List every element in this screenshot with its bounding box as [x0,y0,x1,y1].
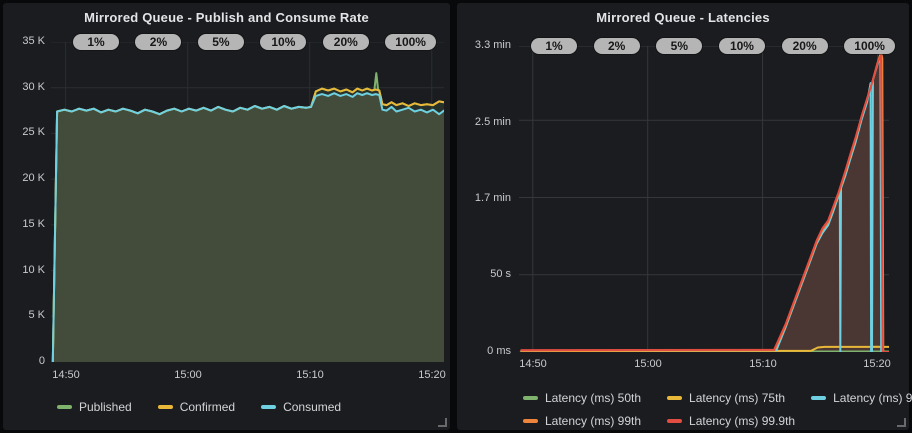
legend-label: Consumed [283,400,342,414]
annotation-badge-20pct[interactable]: 20% [781,38,828,54]
panel-latencies: Mirrored Queue - Latencies 3.3 min 2.5 m… [457,3,912,430]
y-axis-label: 5 K [28,309,45,321]
legend-label: Published [79,400,132,414]
x-axis-label: 14:50 [519,358,547,370]
annotation-badge-10pct[interactable]: 10% [260,34,307,50]
annotation-badge-2pct[interactable]: 2% [135,34,182,50]
legend-item-confirmed[interactable]: Confirmed [157,400,236,414]
consumed-series-swatch [261,405,277,409]
y-axis-label: 2.5 min [474,116,511,128]
panel-title[interactable]: Mirrored Queue - Publish and Consume Rat… [84,10,369,25]
confirmed-series-swatch [157,405,173,409]
legend-item-consumed[interactable]: Consumed [261,400,341,414]
legend-row: Latency (ms) 99th Latency (ms) 99.9th [523,414,795,428]
legend-label: Latency (ms) 50th [545,391,642,405]
annotation-badge-5pct[interactable]: 5% [656,38,703,54]
latency-99-9th-swatch [667,419,683,423]
latency-99th-swatch [523,419,538,423]
y-axis-label: 35 K [22,35,45,47]
annotation-badge-20pct[interactable]: 20% [322,34,369,50]
latency-95th-swatch [811,396,827,400]
annotation-badges: 1% 2% 5% 10% 20% 100% [73,34,436,50]
y-axis-label: 20 K [22,172,45,184]
latencies-chart[interactable] [519,46,889,352]
annotation-badge-2pct[interactable]: 2% [593,38,640,54]
x-axis-label: 15:00 [634,358,662,370]
y-axis-label: 30 K [22,81,45,93]
x-axis-label: 15:10 [296,369,324,381]
panel-publish-consume-rate: Mirrored Queue - Publish and Consume Rat… [3,3,450,430]
y-axis-label: 15 K [22,218,45,230]
y-axis-label: 0 [38,355,45,367]
y-axis-label: 1.7 min [474,192,511,204]
x-axis-label: 14:50 [52,369,80,381]
panel-resize-handle[interactable] [897,418,906,427]
legend-item-latency-99-9th[interactable]: Latency (ms) 99.9th [667,414,795,428]
legend-label: Latency (ms) 99th [545,414,642,428]
y-axis-label: 50 s [490,268,511,280]
y-axis-label: 10 K [22,264,45,276]
annotation-badge-5pct[interactable]: 5% [197,34,244,50]
annotation-badge-10pct[interactable]: 10% [718,38,765,54]
annotation-badges: 1% 2% 5% 10% 20% 100% [531,38,895,54]
x-axis-label: 15:20 [863,358,891,370]
annotation-badge-100pct[interactable]: 100% [844,38,895,54]
legend-row: Latency (ms) 50th Latency (ms) 75th Late… [523,391,912,405]
legend-item-latency-75th[interactable]: Latency (ms) 75th [667,391,785,405]
panel-resize-handle[interactable] [438,418,447,427]
y-axis-label: 3.3 min [474,39,511,51]
legend-label: Latency (ms) 95th [833,391,912,405]
legend-item-latency-99th[interactable]: Latency (ms) 99th [523,414,641,428]
x-axis-label: 15:10 [749,358,777,370]
legend-item-latency-95th[interactable]: Latency (ms) 95th [811,391,912,405]
annotation-badge-1pct[interactable]: 1% [531,38,577,54]
legend: Published Confirmed Consumed [57,400,341,414]
panel-title[interactable]: Mirrored Queue - Latencies [596,10,770,25]
publish-consume-chart[interactable] [51,42,444,362]
annotation-badge-100pct[interactable]: 100% [385,34,436,50]
latency-50th-swatch [523,396,538,400]
y-axis-label: 0 ms [487,345,511,357]
annotation-badge-1pct[interactable]: 1% [73,34,119,50]
legend-item-latency-50th[interactable]: Latency (ms) 50th [523,391,641,405]
legend-label: Confirmed [179,400,236,414]
published-series-swatch [57,405,72,409]
x-axis-label: 15:00 [174,369,202,381]
latency-75th-swatch [667,396,683,400]
x-axis-label: 15:20 [418,369,446,381]
legend-label: Latency (ms) 75th [689,391,786,405]
legend-item-published[interactable]: Published [57,400,132,414]
legend-label: Latency (ms) 99.9th [689,414,796,428]
y-axis-label: 25 K [22,126,45,138]
